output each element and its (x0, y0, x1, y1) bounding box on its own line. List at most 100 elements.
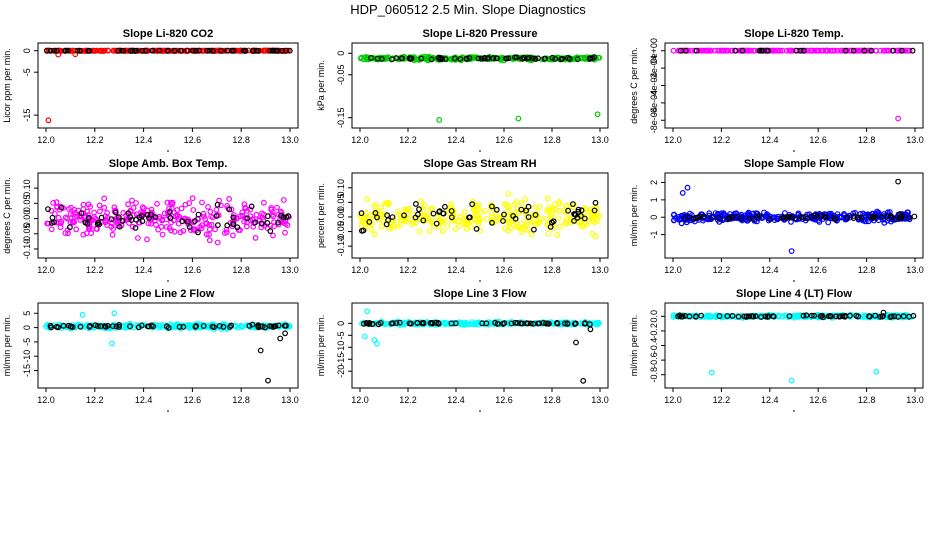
data-point (906, 313, 912, 320)
data-point (179, 218, 186, 225)
data-point (524, 220, 531, 227)
data-point (241, 201, 248, 208)
data-point (144, 211, 151, 218)
chart-title: Slope Li-820 Temp. (744, 28, 843, 40)
data-point (892, 216, 899, 223)
data-point (80, 201, 87, 208)
data-point (67, 323, 74, 330)
data-point (366, 320, 373, 326)
data-point (195, 229, 201, 236)
data-point (464, 221, 471, 228)
data-point (414, 320, 421, 326)
data-point (101, 195, 108, 202)
data-point (282, 229, 288, 236)
data-point (883, 47, 890, 54)
data-point (466, 214, 472, 221)
data-point (156, 47, 163, 54)
data-point (842, 47, 849, 54)
outlier-point (580, 377, 587, 384)
data-point (476, 218, 483, 225)
outlier-point (788, 377, 795, 384)
data-point (484, 55, 491, 62)
y-tick-label: -0.10 (336, 236, 346, 257)
data-point (264, 213, 271, 220)
data-point (408, 320, 414, 327)
x-tick-label: 12.0 (351, 395, 369, 405)
data-point (840, 47, 847, 54)
data-point (544, 195, 551, 202)
y-tick-label: 0.00 (336, 208, 346, 226)
data-point (850, 47, 857, 54)
outlier-point (873, 368, 880, 375)
data-point (430, 210, 437, 217)
data-point (209, 323, 216, 330)
data-point (594, 217, 601, 224)
data-point (264, 219, 271, 226)
data-point (253, 47, 260, 54)
data-point (832, 216, 839, 223)
y-tick-label: -0.05 (336, 221, 346, 242)
data-point (442, 203, 448, 210)
data-point (242, 204, 249, 211)
data-point (706, 210, 713, 217)
data-point (550, 218, 557, 225)
y-tick-label: -5 (336, 331, 346, 339)
data-point (757, 213, 763, 220)
data-point (812, 212, 819, 219)
figure-title: HDP_060512 2.5 Min. Slope Diagnostics (350, 2, 586, 17)
data-point (427, 320, 434, 326)
outlier-point (895, 178, 901, 185)
data-point (741, 47, 748, 54)
data-point (396, 319, 403, 326)
data-point (530, 320, 537, 327)
y-tick-label: -0.4 (649, 338, 659, 354)
data-point (372, 209, 379, 216)
data-point (208, 221, 215, 228)
x-tick-label: 13.0 (906, 135, 924, 145)
x-tick-label: 12.8 (858, 395, 876, 405)
data-point (478, 55, 485, 62)
y-tick-label: 0.10 (336, 179, 346, 197)
data-point (860, 313, 867, 319)
data-point (130, 204, 137, 211)
data-point (50, 199, 57, 206)
data-point (553, 206, 559, 213)
data-point (361, 320, 367, 327)
data-point (242, 214, 249, 221)
data-point (145, 323, 152, 330)
x-tick-label: 13.0 (281, 265, 299, 275)
x-tick-label: 12.8 (232, 395, 250, 405)
x-tick-label: 12.4 (135, 395, 153, 405)
data-point (532, 211, 539, 218)
x-tick-label: 12.4 (447, 265, 465, 275)
data-point (433, 319, 439, 326)
data-point (198, 225, 205, 232)
data-point (493, 55, 500, 62)
data-point (588, 214, 595, 221)
data-point (698, 312, 705, 319)
data-point (457, 56, 464, 62)
data-point (419, 204, 425, 211)
data-point (234, 224, 241, 231)
data-point (269, 323, 275, 330)
data-point (252, 219, 259, 226)
data-point (574, 214, 581, 221)
data-point (746, 216, 753, 222)
data-point (384, 212, 391, 219)
y-tick-label: -0.8 (649, 367, 659, 383)
data-point (217, 47, 224, 54)
data-point (750, 215, 757, 222)
data-point (565, 55, 571, 61)
data-point (244, 215, 251, 222)
data-point (54, 47, 60, 54)
data-point (800, 47, 807, 54)
data-point (695, 214, 702, 221)
data-point (477, 215, 483, 222)
data-point (129, 197, 135, 204)
y-tick-label: 5 (22, 311, 32, 316)
outlier-point (364, 308, 371, 315)
data-point (389, 214, 396, 221)
data-point (855, 313, 862, 320)
y-tick-label: 0 (22, 325, 32, 330)
y-axis-label: ml/min per min. (629, 185, 639, 247)
